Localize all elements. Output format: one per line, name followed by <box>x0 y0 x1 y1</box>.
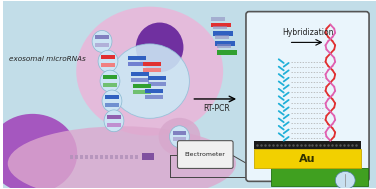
Ellipse shape <box>136 22 183 72</box>
Bar <box>148 76 165 80</box>
Ellipse shape <box>98 50 118 72</box>
Text: RT-PCR: RT-PCR <box>203 104 230 113</box>
Bar <box>145 89 162 93</box>
Bar <box>143 68 161 72</box>
Bar <box>145 95 162 99</box>
Bar <box>101 55 115 59</box>
Bar <box>131 72 149 76</box>
Bar <box>213 26 227 29</box>
Bar <box>133 90 151 94</box>
Bar <box>85 155 88 159</box>
FancyBboxPatch shape <box>177 141 233 168</box>
Bar <box>95 43 109 47</box>
Bar <box>105 103 119 107</box>
Bar <box>131 78 149 82</box>
Ellipse shape <box>100 70 120 92</box>
Ellipse shape <box>159 118 200 156</box>
Bar <box>217 50 237 55</box>
Bar <box>211 22 231 28</box>
Bar <box>75 155 78 159</box>
Ellipse shape <box>102 90 122 112</box>
Bar <box>128 62 146 66</box>
Bar <box>211 17 225 21</box>
Bar <box>143 62 161 66</box>
Bar <box>271 168 368 186</box>
Bar <box>128 56 146 60</box>
Ellipse shape <box>104 110 124 132</box>
Bar <box>115 155 118 159</box>
Bar <box>105 95 119 99</box>
Bar <box>130 155 133 159</box>
FancyBboxPatch shape <box>246 12 369 181</box>
Bar <box>217 44 231 48</box>
Bar <box>70 155 73 159</box>
Ellipse shape <box>170 126 190 148</box>
Bar <box>103 75 117 79</box>
Bar <box>213 32 233 36</box>
Bar <box>173 137 186 141</box>
Polygon shape <box>3 1 376 188</box>
Bar <box>173 131 186 135</box>
Text: Au: Au <box>299 153 316 163</box>
Ellipse shape <box>76 7 223 136</box>
Bar <box>254 149 361 168</box>
Bar <box>101 63 115 67</box>
Bar <box>103 83 117 87</box>
Bar <box>215 41 235 46</box>
Bar <box>133 84 151 88</box>
Text: Hybridization: Hybridization <box>282 28 333 37</box>
Bar <box>254 141 361 149</box>
Bar <box>215 36 229 40</box>
Bar <box>142 153 154 160</box>
Text: exosomal microRNAs: exosomal microRNAs <box>9 56 86 62</box>
Bar <box>135 155 138 159</box>
Bar <box>110 155 113 159</box>
Bar <box>120 155 123 159</box>
Ellipse shape <box>335 171 355 189</box>
Ellipse shape <box>0 114 77 189</box>
Bar <box>100 155 103 159</box>
Bar <box>95 36 109 40</box>
Bar <box>107 123 121 127</box>
Bar <box>90 155 93 159</box>
Text: Electrometer: Electrometer <box>185 152 226 157</box>
Bar <box>80 155 83 159</box>
Ellipse shape <box>8 126 236 189</box>
Bar <box>105 155 108 159</box>
Bar <box>125 155 128 159</box>
Ellipse shape <box>92 30 112 52</box>
Bar <box>95 155 98 159</box>
Ellipse shape <box>110 44 190 118</box>
Bar <box>148 82 165 86</box>
Bar <box>107 115 121 119</box>
